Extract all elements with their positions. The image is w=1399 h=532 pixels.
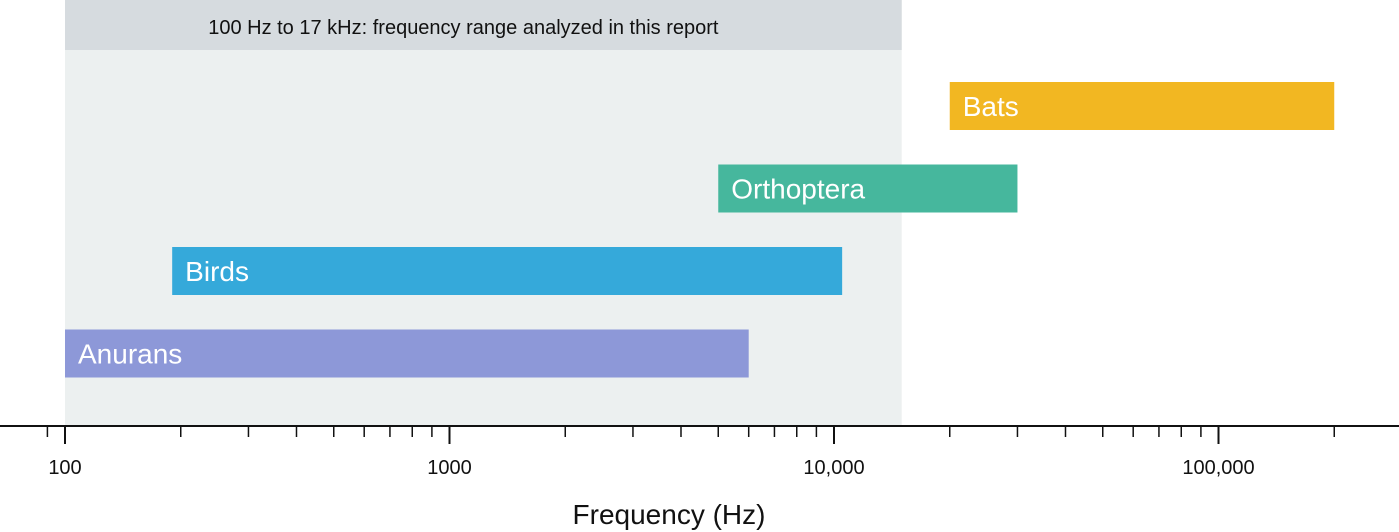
bar-birds [172, 247, 843, 295]
x-tick-label: 10,000 [803, 457, 864, 479]
bar-bats [949, 82, 1335, 130]
x-axis-ticks: 100 1000 10,000 100,000 [46, 426, 1335, 479]
bars: Bats Orthoptera Birds Anurans [65, 82, 1335, 378]
bar-orthoptera [718, 164, 1018, 213]
analyzed-range-header [65, 0, 902, 50]
bar-label-birds: Birds [185, 256, 249, 287]
bar-label-anurans: Anurans [78, 339, 182, 370]
x-tick-label: 100,000 [1182, 457, 1254, 479]
x-tick-label: 1000 [427, 457, 472, 479]
x-axis-title: Frequency (Hz) [573, 499, 766, 530]
bar-label-orthoptera: Orthoptera [731, 174, 865, 205]
x-axis: 100 1000 10,000 100,000 Frequency (Hz) [0, 425, 1399, 530]
analyzed-range-label: 100 Hz to 17 kHz: frequency range analyz… [208, 17, 719, 39]
bar-label-bats: Bats [963, 91, 1019, 122]
x-tick-label: 100 [48, 457, 81, 479]
bar-anurans [65, 329, 749, 378]
